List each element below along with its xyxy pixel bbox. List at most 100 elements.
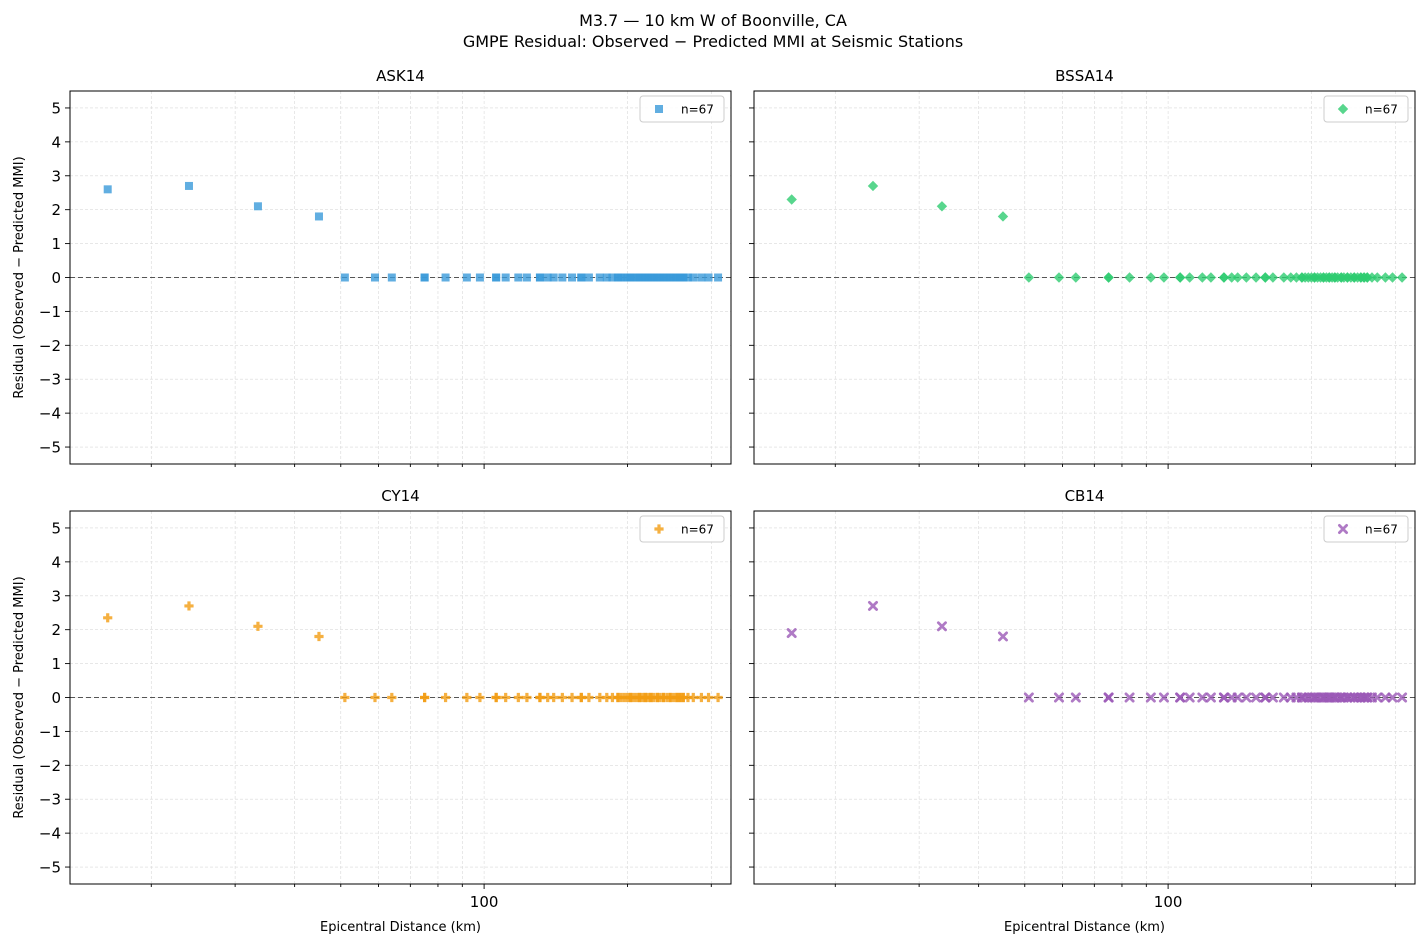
subplot-grid: −5 −4 −3 −2 −1 0 1 2 3 4 5 ASK14 Residual (Observed … <box>12 67 1416 935</box>
legend-label: n=67 <box>681 523 714 537</box>
x-axis-label: Epicentral Distance (km) <box>1004 920 1165 935</box>
subplot-cb14: 100 CB14 Epicentral Distance (km) n=67 <box>749 487 1416 935</box>
data-point <box>1285 272 1296 283</box>
y-tick-label: 4 <box>51 133 61 151</box>
data-point <box>867 180 879 192</box>
data-point <box>646 273 655 282</box>
data-point <box>1070 692 1081 703</box>
data-point <box>1278 272 1290 283</box>
data-point <box>522 692 532 703</box>
data-point <box>577 273 586 282</box>
legend-box <box>639 95 725 123</box>
data-point <box>1380 692 1391 703</box>
legend-box <box>1323 95 1409 123</box>
data-point <box>475 273 484 282</box>
data-point <box>625 692 636 703</box>
data-point <box>1296 692 1307 703</box>
y-tick-label: −5 <box>39 859 61 877</box>
legend-box <box>1323 515 1409 543</box>
y-tick-label: −2 <box>39 337 61 355</box>
subplot-cy14: −5 −4 −3 −2 −1 0 1 2 3 4 5 100 CY14 Residual (Observe… <box>12 487 732 935</box>
legend-label: n=67 <box>681 103 714 117</box>
data-point <box>420 273 429 282</box>
legend-marker <box>655 105 663 113</box>
data-point <box>608 273 617 282</box>
subplot-title: ASK14 <box>376 67 425 85</box>
y-tick-label: 0 <box>51 269 61 287</box>
data-point <box>1232 692 1243 703</box>
data-point <box>1362 272 1373 283</box>
data-point <box>786 194 797 205</box>
data-point <box>543 692 553 703</box>
data-point <box>340 692 350 703</box>
y-tick-label: −1 <box>39 723 61 741</box>
data-point <box>1070 272 1082 283</box>
data-point <box>1349 272 1360 283</box>
data-point <box>1023 272 1035 283</box>
data-point <box>1232 272 1243 283</box>
data-point <box>678 692 688 703</box>
data-point <box>543 273 552 282</box>
data-point <box>602 692 612 703</box>
y-tick-label: 1 <box>51 235 61 253</box>
data-point <box>491 692 501 703</box>
data-point <box>557 692 567 703</box>
data-point <box>1226 272 1237 283</box>
data-point <box>1380 272 1391 283</box>
legend-label: n=67 <box>1365 523 1398 537</box>
data-point <box>613 273 622 282</box>
data-point <box>1396 272 1408 283</box>
x-tick-label: 100 <box>1154 893 1183 911</box>
data-point <box>103 185 112 194</box>
subplot-title: CY14 <box>381 487 419 505</box>
data-point <box>1309 272 1320 283</box>
data-point <box>1205 272 1217 283</box>
x-tick-label: 100 <box>470 893 499 911</box>
data-point <box>595 692 605 703</box>
data-point <box>1158 272 1170 283</box>
data-point <box>103 613 113 623</box>
data-point <box>704 273 713 282</box>
data-point <box>1372 692 1383 703</box>
y-tick-label: 0 <box>51 689 61 707</box>
data-point <box>1329 272 1341 283</box>
data-point <box>1184 272 1195 283</box>
data-point <box>697 273 706 282</box>
data-point <box>602 273 611 282</box>
data-point <box>652 692 662 703</box>
data-point <box>635 273 644 282</box>
data-point <box>184 181 193 190</box>
data-point <box>514 273 523 282</box>
data-point <box>492 273 501 282</box>
data-point <box>441 273 450 282</box>
y-axis-label: Residual (Observed − Predicted MMI) <box>12 576 27 818</box>
data-point <box>513 692 523 703</box>
data-point <box>1124 692 1135 703</box>
data-point <box>683 273 692 282</box>
data-point <box>314 631 324 642</box>
legend: n=67 <box>1323 95 1409 123</box>
data-point <box>786 628 797 639</box>
y-tick-label: 3 <box>51 167 61 185</box>
data-point <box>1184 692 1195 703</box>
data-point <box>1309 692 1320 703</box>
legend-label: n=67 <box>1365 103 1398 117</box>
data-point <box>340 273 349 282</box>
data-point <box>679 273 688 282</box>
subplot-title: BSSA14 <box>1055 67 1114 85</box>
data-point <box>703 692 714 703</box>
data-point <box>1197 692 1208 703</box>
data-point <box>501 273 510 282</box>
data-point <box>576 692 586 703</box>
legend-box <box>639 515 725 543</box>
data-point <box>607 692 618 703</box>
data-point <box>613 692 623 703</box>
legend-marker <box>1337 103 1349 115</box>
data-point <box>1296 272 1308 283</box>
data-point <box>535 273 544 282</box>
data-point <box>666 273 675 282</box>
y-tick-label: −4 <box>39 825 61 843</box>
data-point <box>253 621 263 631</box>
data-point <box>696 692 707 703</box>
